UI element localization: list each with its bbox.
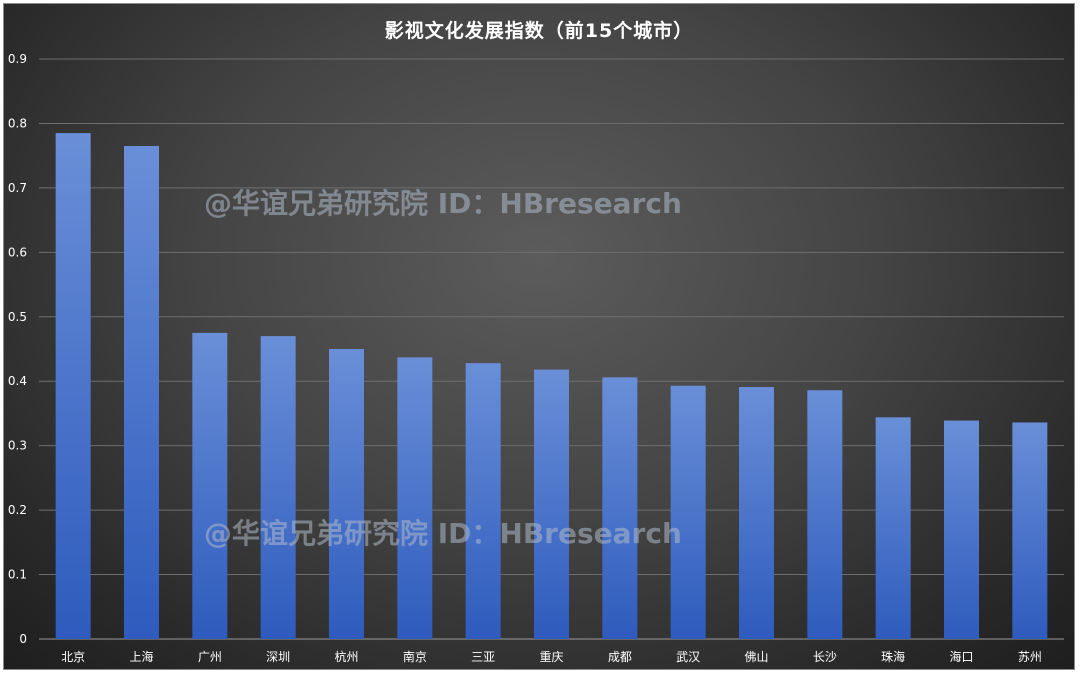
x-tick-label: 珠海 bbox=[881, 649, 905, 664]
bar-成都 bbox=[602, 377, 638, 639]
bar-深圳 bbox=[260, 336, 296, 639]
bar-杭州 bbox=[329, 349, 364, 639]
y-tick-label: 0.2 bbox=[8, 503, 27, 517]
bar-佛山 bbox=[739, 387, 774, 639]
y-tick-label: 0.5 bbox=[8, 310, 27, 324]
x-axis-ticks: 北京 上海 广州 深圳 杭州 南京 三亚 重庆 成都 武汉 佛山 长沙 珠海 海口 苏州 bbox=[61, 649, 1042, 664]
bar-上海 bbox=[124, 146, 159, 639]
watermark-text: @华谊兄弟研究院 ID：HBresearch bbox=[204, 187, 682, 220]
y-tick-label: 0.1 bbox=[8, 568, 27, 582]
bar-南京 bbox=[397, 357, 433, 639]
y-tick-label: 0.4 bbox=[8, 374, 27, 388]
x-tick-label: 上海 bbox=[129, 649, 153, 664]
y-tick-label: 0.6 bbox=[8, 245, 27, 259]
bar-海口 bbox=[944, 420, 979, 639]
bar-三亚 bbox=[465, 363, 501, 639]
x-tick-label: 武汉 bbox=[676, 650, 700, 664]
y-tick-label: 0 bbox=[19, 632, 27, 646]
x-tick-label: 三亚 bbox=[471, 650, 495, 664]
x-tick-label: 长沙 bbox=[813, 650, 837, 664]
bar-重庆 bbox=[534, 369, 569, 639]
y-tick-label: 0.3 bbox=[8, 439, 27, 453]
y-tick-label: 0.9 bbox=[8, 52, 27, 66]
x-tick-label: 广州 bbox=[198, 650, 222, 664]
y-axis-ticks: 0 0.1 0.2 0.3 0.4 0.5 0.6 0.7 0.8 0.9 bbox=[8, 52, 27, 646]
y-tick-label: 0.8 bbox=[8, 116, 27, 130]
bar-广州 bbox=[192, 332, 228, 639]
x-tick-label: 南京 bbox=[403, 649, 427, 664]
watermark-text: @华谊兄弟研究院 ID：HBresearch bbox=[204, 517, 682, 550]
x-tick-label: 杭州 bbox=[334, 649, 358, 664]
chart-title: 影视文化发展指数（前15个城市） bbox=[384, 20, 694, 42]
x-tick-label: 深圳 bbox=[266, 650, 290, 664]
bar-长沙 bbox=[807, 390, 843, 639]
bar-北京 bbox=[55, 133, 91, 639]
x-tick-label: 佛山 bbox=[744, 650, 768, 664]
x-tick-label: 海口 bbox=[949, 649, 973, 664]
bars bbox=[55, 133, 1048, 639]
bar-武汉 bbox=[670, 385, 706, 639]
bar-珠海 bbox=[875, 417, 911, 639]
x-tick-label: 苏州 bbox=[1018, 650, 1042, 664]
chart-frame: 0 0.1 0.2 0.3 0.4 0.5 0.6 0.7 0.8 0.9 北京 上海 广州 深圳 杭州 南… bbox=[3, 3, 1075, 670]
y-tick-label: 0.7 bbox=[8, 181, 27, 195]
x-tick-label: 成都 bbox=[608, 650, 632, 664]
x-tick-label: 北京 bbox=[61, 650, 85, 664]
chart-plot: 0 0.1 0.2 0.3 0.4 0.5 0.6 0.7 0.8 0.9 北京 上海 广州 深圳 杭州 南… bbox=[8, 52, 1064, 664]
x-tick-label: 重庆 bbox=[539, 650, 563, 664]
bar-苏州 bbox=[1012, 422, 1048, 639]
